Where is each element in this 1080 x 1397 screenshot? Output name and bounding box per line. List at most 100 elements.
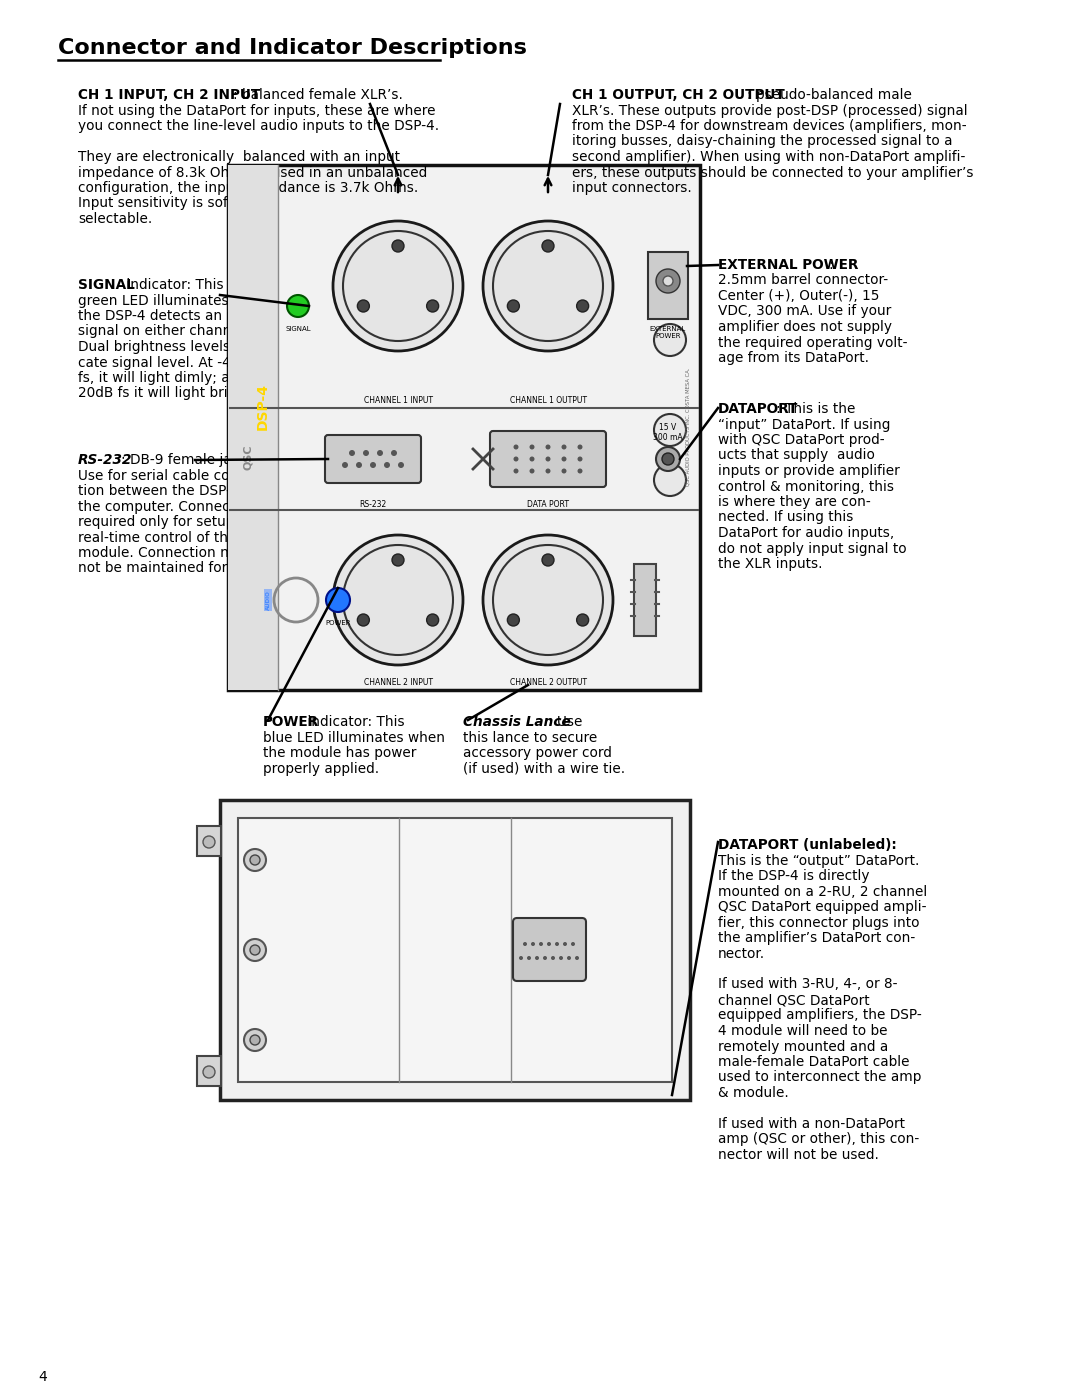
Text: male-female DataPort cable: male-female DataPort cable [718,1055,909,1069]
Circle shape [342,462,348,468]
Circle shape [333,221,463,351]
Circle shape [399,462,404,468]
Circle shape [578,457,582,461]
Circle shape [654,464,686,496]
Text: the XLR inputs.: the XLR inputs. [718,557,823,571]
Circle shape [545,468,551,474]
Text: real-time control of the: real-time control of the [78,531,237,545]
Circle shape [377,450,383,455]
Circle shape [654,324,686,356]
Circle shape [427,300,438,312]
Circle shape [577,300,589,312]
Text: CHANNEL 2 INPUT: CHANNEL 2 INPUT [364,678,432,687]
Text: equipped amplifiers, the DSP-: equipped amplifiers, the DSP- [718,1009,921,1023]
Text: green LED illuminates when: green LED illuminates when [78,293,270,307]
Text: properly applied.: properly applied. [264,761,379,775]
Text: ucts that supply  audio: ucts that supply audio [718,448,875,462]
Text: impedance of 8.3k Ohms. If used in an unbalanced: impedance of 8.3k Ohms. If used in an un… [78,165,428,179]
Circle shape [551,956,555,960]
Text: RS-232: RS-232 [78,453,133,467]
Text: Dual brightness levels indi-: Dual brightness levels indi- [78,339,265,353]
Text: This is the “output” DataPort.: This is the “output” DataPort. [718,854,919,868]
FancyBboxPatch shape [490,432,606,488]
Text: itoring busses, daisy-chaining the processed signal to a: itoring busses, daisy-chaining the proce… [572,134,953,148]
Text: 15 V: 15 V [660,423,677,432]
Text: CHANNEL 2 OUTPUT: CHANNEL 2 OUTPUT [510,678,586,687]
Text: signal on either channel.: signal on either channel. [78,324,248,338]
Circle shape [357,300,369,312]
Text: DSP-4: DSP-4 [256,384,270,430]
Text: DATAPORT: DATAPORT [718,402,798,416]
Circle shape [546,942,551,946]
FancyBboxPatch shape [634,564,656,636]
Text: blue LED illuminates when: blue LED illuminates when [264,731,445,745]
Text: 20dB fs it will light brightly.: 20dB fs it will light brightly. [78,387,265,401]
Text: DATAPORT (unlabeled):: DATAPORT (unlabeled): [718,838,896,852]
Text: required only for setup and: required only for setup and [78,515,265,529]
Text: the amplifier’s DataPort con-: the amplifier’s DataPort con- [718,930,915,944]
Text: inputs or provide amplifier: inputs or provide amplifier [718,464,900,478]
Text: you connect the line-level audio inputs to the DSP-4.: you connect the line-level audio inputs … [78,119,440,133]
Text: They are electronically  balanced with an input: They are electronically balanced with an… [78,149,400,163]
Text: POWER: POWER [325,620,351,626]
Circle shape [333,535,463,665]
Circle shape [663,277,673,286]
Circle shape [203,835,215,848]
Circle shape [559,956,563,960]
Text: remotely mounted and a: remotely mounted and a [718,1039,888,1053]
Text: the required operating volt-: the required operating volt- [718,335,907,349]
FancyBboxPatch shape [220,800,690,1099]
Text: do not apply input signal to: do not apply input signal to [718,542,906,556]
Text: not be maintained for use.: not be maintained for use. [78,562,260,576]
Circle shape [545,457,551,461]
FancyBboxPatch shape [228,165,278,690]
Text: input connectors.: input connectors. [572,182,692,196]
Text: POWER: POWER [656,332,680,339]
Circle shape [527,956,531,960]
Circle shape [654,414,686,446]
Text: QSC DataPort equipped ampli-: QSC DataPort equipped ampli- [718,900,927,914]
Text: cate signal level. At -40dB: cate signal level. At -40dB [78,355,257,369]
Text: If used with a non-DataPort: If used with a non-DataPort [718,1118,905,1132]
Text: used to interconnect the amp: used to interconnect the amp [718,1070,921,1084]
Text: : balanced female XLR’s.: : balanced female XLR’s. [233,88,403,102]
Circle shape [535,956,539,960]
Circle shape [562,468,567,474]
Circle shape [356,462,362,468]
FancyBboxPatch shape [197,1056,221,1085]
Circle shape [508,300,519,312]
Circle shape [363,450,369,455]
Text: 4: 4 [38,1370,46,1384]
FancyBboxPatch shape [197,826,221,856]
Text: AUDIO: AUDIO [266,590,270,610]
Text: fier, this connector plugs into: fier, this connector plugs into [718,915,919,929]
Text: & module.: & module. [718,1085,788,1099]
Circle shape [529,444,535,450]
Circle shape [508,615,519,626]
Text: module. Connection need: module. Connection need [78,546,254,560]
Circle shape [656,447,680,471]
Text: Input sensitivity is software: Input sensitivity is software [78,197,266,211]
Text: amplifier does not supply: amplifier does not supply [718,320,892,334]
Text: :: : [828,258,833,272]
Text: If not using the DataPort for inputs, these are where: If not using the DataPort for inputs, th… [78,103,435,117]
Text: SIGNAL: SIGNAL [285,326,311,332]
Circle shape [392,240,404,251]
Text: DATA PORT: DATA PORT [527,500,569,509]
Circle shape [370,462,376,468]
Circle shape [542,555,554,566]
FancyBboxPatch shape [648,251,688,319]
Circle shape [244,1030,266,1051]
Text: with QSC DataPort prod-: with QSC DataPort prod- [718,433,885,447]
Text: nected. If using this: nected. If using this [718,510,853,524]
Text: EXTERNAL POWER: EXTERNAL POWER [718,258,859,272]
Text: : pseudo-balanced male: : pseudo-balanced male [747,88,912,102]
Text: QSC: QSC [243,444,253,469]
Text: second amplifier). When using with non-DataPort amplifi-: second amplifier). When using with non-D… [572,149,966,163]
Text: VDC, 300 mA. Use if your: VDC, 300 mA. Use if your [718,305,891,319]
Circle shape [542,240,554,251]
Text: CHANNEL 1 OUTPUT: CHANNEL 1 OUTPUT [510,395,586,405]
Text: configuration, the input impedance is 3.7k Ohms.: configuration, the input impedance is 3.… [78,182,418,196]
Text: QSC AUDIO PRODUCTS INC. COSTA MESA CA.: QSC AUDIO PRODUCTS INC. COSTA MESA CA. [686,367,690,486]
Circle shape [543,956,546,960]
